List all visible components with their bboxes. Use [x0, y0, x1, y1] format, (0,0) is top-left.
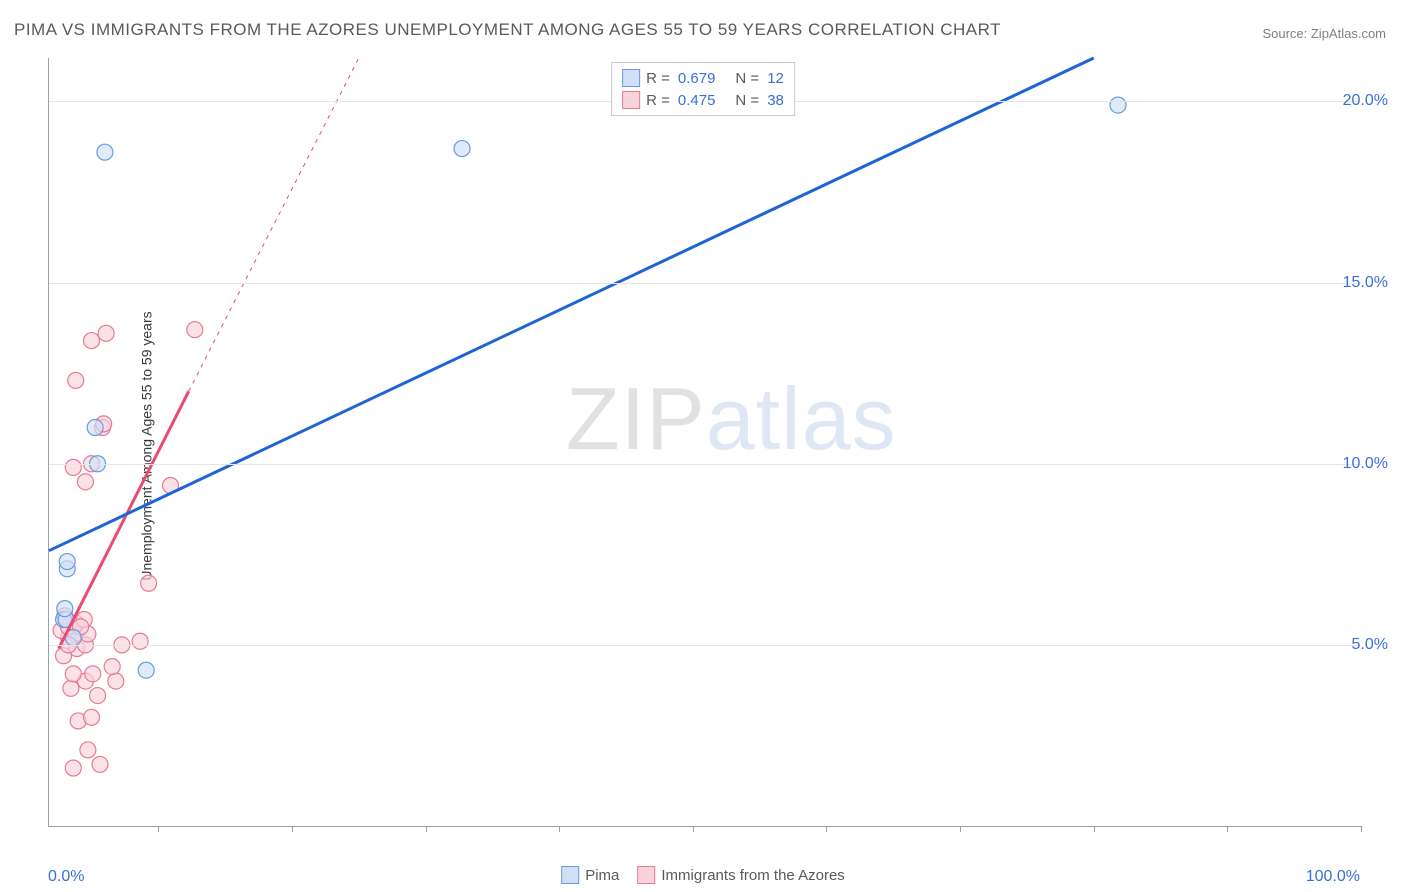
- legend-item-azores: Immigrants from the Azores: [637, 866, 844, 884]
- n-label: N =: [735, 70, 759, 87]
- data-point-pima: [87, 420, 103, 436]
- data-point-azores: [63, 680, 79, 696]
- x-axis-max-label: 100.0%: [1306, 868, 1360, 886]
- regression-line: [59, 391, 189, 648]
- data-point-azores: [84, 333, 100, 349]
- regression-line: [49, 58, 1094, 551]
- n-label: N =: [735, 92, 759, 109]
- x-tick: [1361, 826, 1362, 832]
- data-point-pima: [97, 144, 113, 160]
- data-point-azores: [108, 673, 124, 689]
- gridline-horizontal: [49, 645, 1361, 646]
- r-label: R =: [646, 92, 670, 109]
- correlation-legend: R = 0.679 N = 12 R = 0.475 N = 38: [611, 62, 795, 116]
- x-tick: [693, 826, 694, 832]
- data-point-azores: [104, 659, 120, 675]
- x-tick: [960, 826, 961, 832]
- data-point-pima: [138, 662, 154, 678]
- data-point-azores: [80, 742, 96, 758]
- data-point-azores: [90, 688, 106, 704]
- legend-item-pima: Pima: [561, 866, 619, 884]
- y-tick-label: 20.0%: [1343, 92, 1388, 110]
- data-point-azores: [92, 756, 108, 772]
- x-tick: [826, 826, 827, 832]
- data-point-azores: [187, 322, 203, 338]
- gridline-horizontal: [49, 283, 1361, 284]
- legend-swatch-icon: [622, 69, 640, 87]
- r-label: R =: [646, 70, 670, 87]
- x-tick: [426, 826, 427, 832]
- data-point-pima: [454, 141, 470, 157]
- data-point-azores: [141, 575, 157, 591]
- data-point-azores: [65, 459, 81, 475]
- data-point-azores: [65, 666, 81, 682]
- x-tick: [158, 826, 159, 832]
- legend-swatch-icon: [561, 866, 579, 884]
- data-point-azores: [85, 666, 101, 682]
- legend-label: Pima: [585, 867, 619, 884]
- n-value: 12: [767, 70, 784, 87]
- data-point-azores: [84, 709, 100, 725]
- series-legend: Pima Immigrants from the Azores: [561, 866, 845, 884]
- data-point-azores: [68, 372, 84, 388]
- plot-area: ZIPatlas: [48, 58, 1361, 827]
- data-point-azores: [77, 474, 93, 490]
- corr-legend-row-azores: R = 0.475 N = 38: [622, 89, 784, 111]
- chart-container: PIMA VS IMMIGRANTS FROM THE AZORES UNEMP…: [0, 0, 1406, 892]
- legend-swatch-icon: [637, 866, 655, 884]
- n-value: 38: [767, 92, 784, 109]
- data-point-azores: [65, 760, 81, 776]
- r-value: 0.475: [678, 92, 716, 109]
- gridline-horizontal: [49, 464, 1361, 465]
- x-tick: [1227, 826, 1228, 832]
- x-tick: [1094, 826, 1095, 832]
- data-point-azores: [132, 633, 148, 649]
- source-label: Source: ZipAtlas.com: [1262, 26, 1386, 41]
- corr-legend-row-pima: R = 0.679 N = 12: [622, 67, 784, 89]
- data-point-azores: [98, 325, 114, 341]
- plot-svg: [49, 58, 1361, 826]
- legend-label: Immigrants from the Azores: [661, 867, 844, 884]
- legend-swatch-icon: [622, 91, 640, 109]
- y-tick-label: 5.0%: [1352, 636, 1388, 654]
- y-tick-label: 10.0%: [1343, 455, 1388, 473]
- x-tick: [559, 826, 560, 832]
- data-point-pima: [57, 601, 73, 617]
- x-tick: [292, 826, 293, 832]
- regression-line: [189, 58, 359, 391]
- chart-title: PIMA VS IMMIGRANTS FROM THE AZORES UNEMP…: [14, 20, 1001, 40]
- data-point-pima: [59, 554, 75, 570]
- data-point-pima: [1110, 97, 1126, 113]
- y-tick-label: 15.0%: [1343, 274, 1388, 292]
- r-value: 0.679: [678, 70, 716, 87]
- x-axis-min-label: 0.0%: [48, 868, 84, 886]
